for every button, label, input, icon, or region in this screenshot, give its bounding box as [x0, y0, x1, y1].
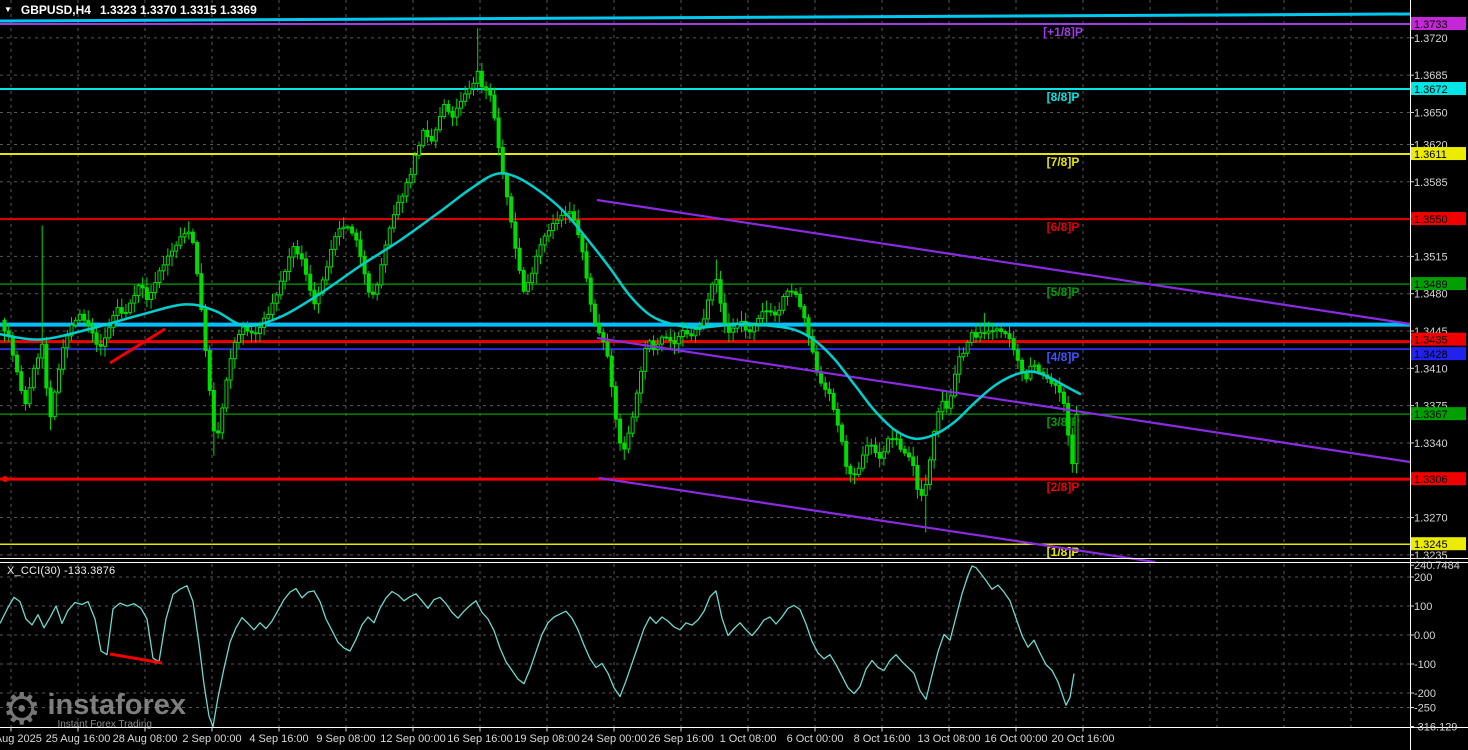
- svg-text:1.3428: 1.3428: [1414, 349, 1448, 361]
- svg-text:25 Aug 16:00: 25 Aug 16:00: [46, 733, 111, 745]
- chart-canvas[interactable]: [+1/8]P [8/8]P [7/8]P [6/8]P [5/8]P [4/8]P [3/…: [0, 0, 1468, 750]
- svg-text:13 Oct 08:00: 13 Oct 08:00: [918, 733, 981, 745]
- svg-text:2 Sep 00:00: 2 Sep 00:00: [182, 733, 241, 745]
- price-axis[interactable]: 1.37201.36851.36501.36201.35851.35151.34…: [1410, 17, 1466, 734]
- svg-text:1.3685: 1.3685: [1414, 70, 1448, 82]
- svg-text:[+1/8]P: [+1/8]P: [1043, 25, 1083, 39]
- svg-text:[2/8]P: [2/8]P: [1047, 480, 1080, 494]
- svg-text:[7/8]P: [7/8]P: [1047, 155, 1080, 169]
- svg-text:-250: -250: [1414, 703, 1436, 715]
- svg-text:19 Sep 08:00: 19 Sep 08:00: [514, 733, 579, 745]
- svg-text:-316.129: -316.129: [1414, 722, 1457, 734]
- svg-text:1.3611: 1.3611: [1414, 149, 1447, 161]
- svg-text:26 Sep 16:00: 26 Sep 16:00: [648, 733, 713, 745]
- svg-text:1.3585: 1.3585: [1414, 177, 1448, 189]
- svg-text:1.3550: 1.3550: [1414, 214, 1448, 226]
- svg-text:200: 200: [1414, 572, 1432, 584]
- broker-watermark: ⚙ instaforex Instant Forex Trading: [2, 688, 186, 732]
- svg-text:1.3306: 1.3306: [1414, 474, 1448, 486]
- svg-text:1.3650: 1.3650: [1414, 107, 1448, 119]
- svg-text:9 Sep 08:00: 9 Sep 08:00: [316, 733, 375, 745]
- svg-text:1.3340: 1.3340: [1414, 438, 1448, 450]
- svg-text:1.3435: 1.3435: [1414, 335, 1448, 347]
- svg-text:[8/8]P: [8/8]P: [1047, 90, 1080, 104]
- instaforex-gear-icon: ⚙: [2, 688, 41, 732]
- svg-text:1.3410: 1.3410: [1414, 363, 1448, 375]
- svg-text:1.3672: 1.3672: [1414, 84, 1448, 96]
- svg-text:100: 100: [1414, 601, 1432, 613]
- svg-text:21 Aug 2025: 21 Aug 2025: [0, 733, 42, 745]
- svg-text:1.3245: 1.3245: [1414, 539, 1448, 551]
- symbol-timeframe-label: GBPUSD,H4: [21, 3, 91, 17]
- svg-text:16 Oct 00:00: 16 Oct 00:00: [985, 733, 1048, 745]
- ohlc-values-label: 1.3323 1.3370 1.3315 1.3369: [100, 3, 257, 17]
- svg-text:1.3367: 1.3367: [1414, 409, 1448, 421]
- svg-text:6 Oct 00:00: 6 Oct 00:00: [787, 733, 844, 745]
- chart-dropdown-icon[interactable]: ▼: [4, 4, 12, 16]
- svg-text:-200: -200: [1414, 688, 1436, 700]
- svg-text:[3/8]P: [3/8]P: [1047, 415, 1080, 429]
- svg-text:240.7484: 240.7484: [1414, 560, 1460, 572]
- moving-average-line: [0, 173, 1080, 439]
- watermark-brand-text: instaforex: [47, 691, 186, 719]
- svg-text:1.3489: 1.3489: [1414, 279, 1448, 291]
- candles-layer: [3, 28, 1078, 532]
- svg-text:[4/8]P: [4/8]P: [1047, 350, 1080, 364]
- svg-text:12 Sep 00:00: 12 Sep 00:00: [380, 733, 445, 745]
- svg-text:28 Aug 08:00: 28 Aug 08:00: [113, 733, 178, 745]
- svg-text:1.3270: 1.3270: [1414, 513, 1448, 525]
- svg-text:-100: -100: [1414, 659, 1436, 671]
- mt4-chart-window: [+1/8]P [8/8]P [7/8]P [6/8]P [5/8]P [4/8]P [3/…: [0, 0, 1468, 750]
- svg-text:1.3733: 1.3733: [1414, 19, 1448, 31]
- svg-text:[5/8]P: [5/8]P: [1047, 285, 1080, 299]
- svg-text:20 Oct 16:00: 20 Oct 16:00: [1052, 733, 1115, 745]
- chart-title-bar: ▼ GBPUSD,H4 1.3323 1.3370 1.3315 1.3369: [4, 3, 257, 17]
- svg-text:1 Oct 08:00: 1 Oct 08:00: [720, 733, 777, 745]
- svg-text:24 Sep 00:00: 24 Sep 00:00: [581, 733, 646, 745]
- indicator-name-label: X_CCI(30) -133.3876: [7, 565, 115, 577]
- svg-text:16 Sep 16:00: 16 Sep 16:00: [447, 733, 512, 745]
- svg-text:4 Sep 16:00: 4 Sep 16:00: [249, 733, 308, 745]
- trendlines-layer[interactable]: [110, 200, 1410, 562]
- svg-text:1.3720: 1.3720: [1414, 33, 1448, 45]
- svg-text:0.00: 0.00: [1414, 630, 1435, 642]
- svg-text:[6/8]P: [6/8]P: [1047, 220, 1080, 234]
- svg-text:8 Oct 16:00: 8 Oct 16:00: [854, 733, 911, 745]
- svg-text:1.3515: 1.3515: [1414, 251, 1448, 263]
